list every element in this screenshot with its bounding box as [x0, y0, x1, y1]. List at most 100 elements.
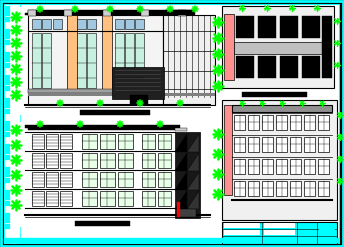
Bar — [130, 95, 148, 105]
Bar — [125, 33, 134, 88]
Polygon shape — [175, 191, 187, 209]
Bar — [20, 122, 215, 227]
Bar — [276, 115, 287, 130]
Bar — [158, 172, 171, 187]
Bar — [5, 29, 10, 39]
Bar — [5, 144, 10, 154]
Bar — [248, 115, 259, 130]
Bar — [178, 209, 196, 217]
Bar — [318, 181, 329, 196]
Bar — [46, 153, 58, 168]
Bar — [141, 10, 149, 16]
Bar — [28, 93, 163, 96]
Bar — [234, 115, 245, 130]
Bar — [304, 181, 315, 196]
Bar — [115, 19, 124, 29]
Bar — [276, 137, 287, 152]
Bar — [102, 15, 112, 95]
Bar — [53, 19, 62, 29]
Bar — [142, 153, 155, 168]
Bar — [5, 86, 10, 91]
Bar — [135, 19, 144, 29]
Bar — [4, 238, 339, 243]
Bar — [304, 137, 315, 152]
Bar — [262, 159, 273, 174]
Bar — [248, 159, 259, 174]
Bar — [319, 223, 335, 235]
Bar — [258, 16, 276, 38]
Bar — [42, 19, 51, 29]
Bar — [82, 172, 97, 187]
Bar — [5, 121, 10, 131]
Bar — [236, 56, 254, 78]
Bar — [177, 202, 180, 217]
Bar — [264, 223, 295, 228]
Bar — [236, 16, 254, 38]
Bar — [264, 230, 295, 235]
Bar — [112, 67, 164, 99]
Bar — [232, 105, 332, 112]
Polygon shape — [175, 134, 187, 152]
Bar — [25, 13, 195, 16]
Polygon shape — [187, 153, 199, 171]
Bar — [5, 132, 10, 137]
Bar — [5, 17, 10, 22]
Bar — [28, 15, 163, 105]
Bar — [175, 128, 187, 131]
Bar — [5, 213, 10, 223]
Bar — [28, 10, 36, 16]
Bar — [304, 159, 315, 174]
Bar — [100, 134, 115, 149]
Bar — [28, 10, 193, 13]
Bar — [224, 223, 260, 228]
Bar — [25, 125, 180, 128]
Polygon shape — [187, 134, 199, 152]
Bar — [262, 137, 273, 152]
Bar — [5, 109, 10, 114]
Bar — [276, 181, 287, 196]
Bar — [242, 92, 307, 97]
Bar — [248, 181, 259, 196]
Bar — [82, 153, 97, 168]
Bar — [118, 191, 133, 206]
Bar — [290, 181, 301, 196]
Bar — [5, 63, 10, 68]
Bar — [32, 134, 44, 149]
Bar — [82, 134, 97, 149]
Bar — [163, 15, 215, 105]
Bar — [222, 222, 337, 244]
Bar — [158, 191, 171, 206]
Bar — [103, 10, 111, 16]
Bar — [42, 33, 51, 88]
Bar — [125, 19, 134, 29]
Polygon shape — [187, 191, 199, 209]
Bar — [262, 181, 273, 196]
Bar — [5, 224, 10, 229]
Bar — [4, 4, 20, 243]
Bar — [77, 19, 86, 29]
Bar — [280, 16, 298, 38]
Bar — [46, 134, 58, 149]
Bar — [276, 159, 287, 174]
Bar — [158, 153, 171, 168]
Bar — [87, 19, 96, 29]
Bar — [258, 56, 276, 78]
Bar — [64, 10, 72, 16]
Bar — [60, 191, 72, 206]
Bar — [46, 191, 58, 206]
Bar — [60, 134, 72, 149]
Bar — [5, 40, 10, 45]
Bar — [5, 155, 10, 160]
Bar — [163, 93, 215, 96]
Bar — [5, 167, 10, 177]
Bar — [222, 6, 334, 88]
Bar — [304, 115, 315, 130]
Bar — [87, 33, 96, 88]
Bar — [234, 137, 245, 152]
Bar — [32, 172, 44, 187]
Bar — [118, 134, 133, 149]
Bar — [175, 132, 200, 218]
Bar — [60, 172, 72, 187]
Bar — [234, 159, 245, 174]
Bar — [32, 191, 44, 206]
